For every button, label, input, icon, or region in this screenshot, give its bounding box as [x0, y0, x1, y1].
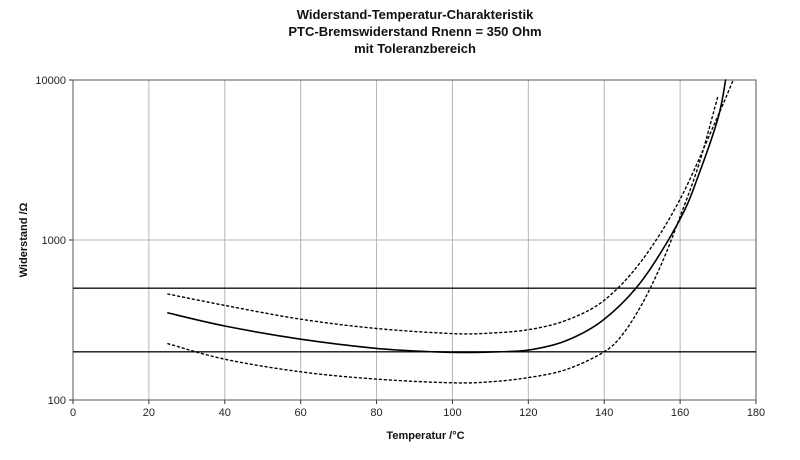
chart-title-block: Widerstand-Temperatur-Charakteristik PTC…: [0, 6, 800, 57]
x-tick-label: 20: [143, 407, 155, 419]
plot-frame: [72, 79, 757, 401]
x-tick-label: 80: [370, 407, 382, 419]
y-tick-label: 100: [48, 395, 66, 407]
x-tick-label: 140: [595, 407, 613, 419]
x-tick-label: 180: [747, 407, 765, 419]
y-axis-label: Widerstand /Ω: [18, 202, 30, 277]
x-tick-label: 0: [70, 407, 76, 419]
x-tick-label: 120: [519, 407, 537, 419]
lower-tolerance-curve: [167, 94, 719, 384]
series-layer: [167, 79, 734, 384]
chart-subtitle-2: mit Toleranzbereich: [354, 41, 476, 56]
grid-layer: [69, 79, 757, 404]
x-tick-label: 40: [219, 407, 231, 419]
tick-labels-layer: 0 20 40 60 80 100 120 140 160 180 100 1000 10000: [35, 75, 765, 419]
chart-title: Widerstand-Temperatur-Charakteristik: [296, 7, 534, 22]
chart-subtitle: PTC-Bremswiderstand Rnenn = 350 Ohm: [288, 24, 542, 39]
x-tick-label: 60: [295, 407, 307, 419]
nominal-curve: [167, 79, 727, 354]
x-tick-label: 100: [443, 407, 461, 419]
upper-tolerance-curve: [167, 79, 734, 335]
x-tick-label: 160: [671, 407, 689, 419]
x-axis-label: Temperatur /°C: [386, 430, 464, 442]
y-tick-label: 10000: [35, 75, 66, 87]
reference-lines-layer: [73, 287, 756, 353]
y-tick-label: 1000: [42, 235, 66, 247]
